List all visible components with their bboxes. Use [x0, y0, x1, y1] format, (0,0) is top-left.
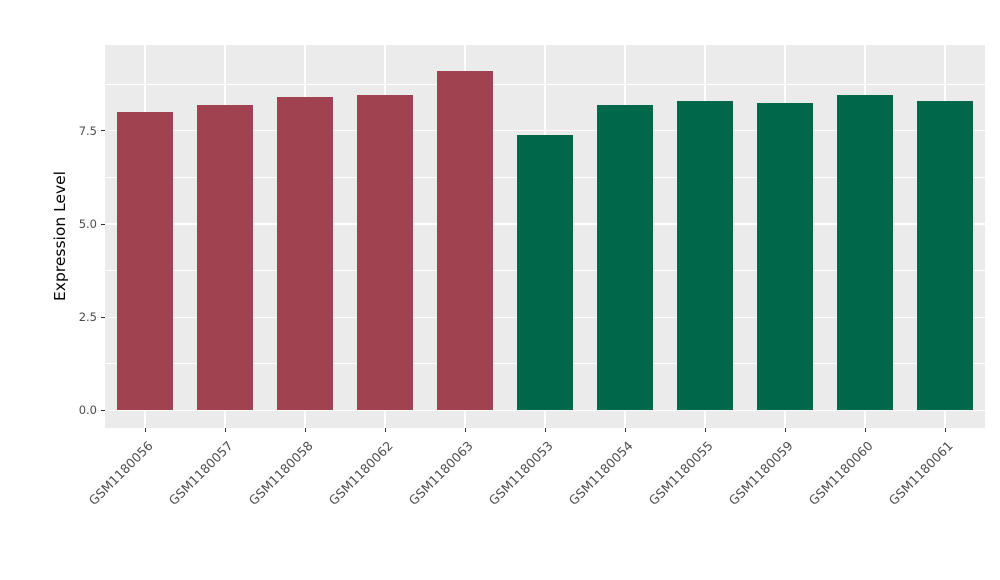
bar: [277, 97, 333, 411]
bar: [917, 100, 973, 411]
x-tick-label-text: GSM1180054: [565, 438, 636, 509]
x-tick-label-text: GSM1180060: [805, 438, 876, 509]
y-tick-mark: [101, 130, 105, 132]
bar: [757, 102, 813, 411]
bar: [597, 104, 653, 411]
x-tick-mark: [224, 428, 226, 432]
bar: [437, 71, 493, 411]
x-tick-label-text: GSM1180057: [165, 438, 236, 509]
x-tick-mark: [384, 428, 386, 432]
x-tick-mark: [864, 428, 866, 432]
y-tick-mark: [101, 223, 105, 225]
x-tick-mark: [544, 428, 546, 432]
x-tick-label-text: GSM1180053: [485, 438, 556, 509]
x-tick-mark: [464, 428, 466, 432]
x-tick-label-text: GSM1180056: [85, 438, 156, 509]
x-tick-mark: [624, 428, 626, 432]
y-tick-mark: [101, 316, 105, 318]
y-tick-label: 7.5: [78, 123, 97, 138]
bar: [197, 104, 253, 411]
y-tick-label: 5.0: [78, 217, 97, 231]
y-tick-mark: [101, 409, 105, 411]
bar: [357, 95, 413, 411]
y-tick-label: 0.0: [78, 403, 97, 418]
x-tick-label-text: GSM1180055: [645, 438, 716, 509]
bar: [517, 134, 573, 411]
y-axis-title: Expression Level: [51, 171, 69, 301]
x-tick-mark: [304, 428, 306, 432]
x-tick-mark: [144, 428, 146, 432]
x-tick-mark: [784, 428, 786, 432]
plot-panel: [105, 45, 985, 428]
bar: [117, 112, 173, 411]
bar: [837, 95, 893, 411]
y-tick-label: 2.5: [78, 310, 97, 325]
x-tick-label-text: GSM1180063: [405, 438, 476, 509]
bar: [677, 100, 733, 411]
x-tick-mark: [704, 428, 706, 432]
x-tick-mark: [944, 428, 946, 432]
x-tick-label-text: GSM1180062: [325, 438, 396, 509]
x-tick-label-text: GSM1180061: [885, 438, 956, 509]
x-tick-label-text: GSM1180059: [725, 438, 796, 509]
x-tick-label-text: GSM1180058: [245, 438, 316, 509]
